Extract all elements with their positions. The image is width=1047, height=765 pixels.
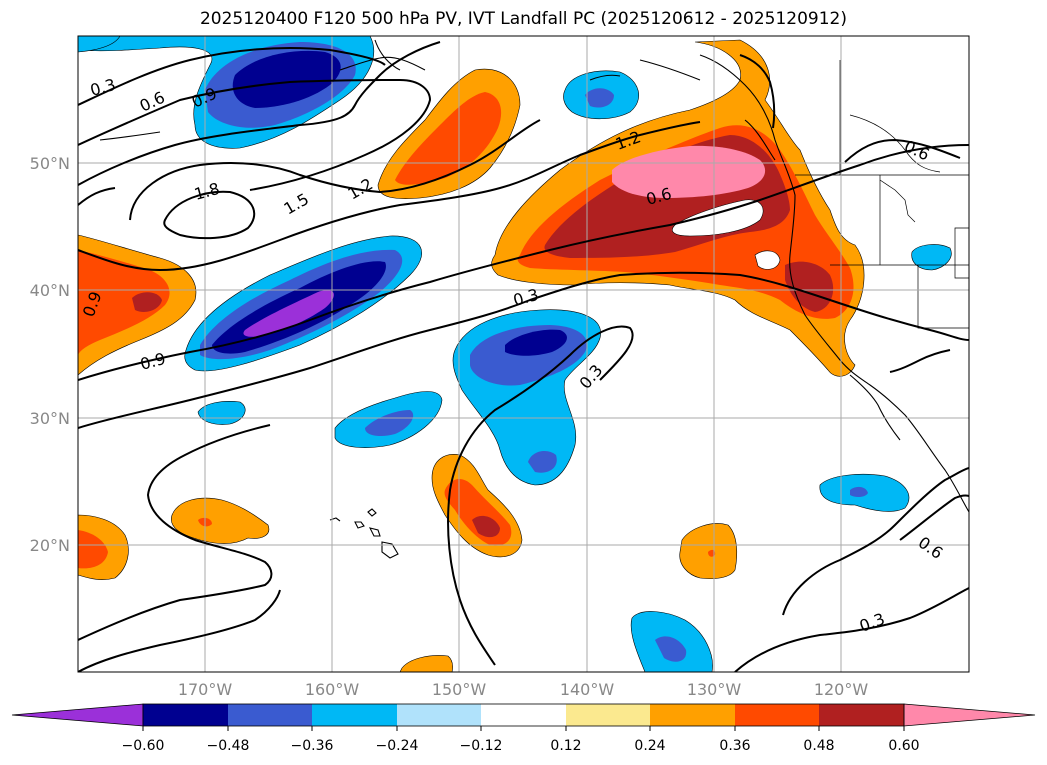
- lon-label: 120°W: [814, 680, 869, 699]
- lon-label: 140°W: [560, 680, 615, 699]
- colorbar-segment: [481, 704, 566, 726]
- lat-label: 40°N: [30, 281, 70, 300]
- positive-anomaly-areas: [78, 39, 865, 672]
- colorbar-segment: [397, 704, 481, 726]
- colorbar-segment: [735, 704, 819, 726]
- map-panel: 0.3 0.6 0.9 1.8 1.5 1.2 0.9 1.2 0.6 0.3 …: [78, 36, 969, 672]
- map-title: 2025120400 F120 500 hPa PV, IVT Landfall…: [199, 9, 847, 29]
- colorbar: [11, 703, 1036, 731]
- colorbar-tick-label: −0.60: [122, 738, 165, 754]
- colorbar-tick-label: −0.12: [460, 738, 503, 754]
- coastlines: [99, 39, 969, 559]
- colorbar-extend-max: [903, 703, 1036, 727]
- lat-label: 50°N: [30, 154, 70, 173]
- latitude-labels: 50°N 40°N 30°N 20°N: [30, 154, 70, 555]
- colorbar-tick-label: −0.24: [376, 738, 419, 754]
- lat-label: 30°N: [30, 409, 70, 428]
- lon-label: 130°W: [687, 680, 742, 699]
- lon-label: 150°W: [432, 680, 487, 699]
- lon-label: 160°W: [305, 680, 360, 699]
- ivt-contours: [78, 41, 969, 672]
- colorbar-tick-label: 0.12: [550, 738, 581, 754]
- colorbar-extend-min: [11, 703, 144, 727]
- colorbar-segment: [143, 704, 228, 726]
- colorbar-tick-labels: −0.60 −0.48 −0.36 −0.24 −0.12 0.12 0.24 …: [122, 738, 920, 754]
- colorbar-frame: [142, 703, 905, 727]
- colorbar-tick-label: 0.36: [719, 738, 750, 754]
- colorbar-segment: [650, 704, 735, 726]
- colorbar-tick-label: −0.36: [291, 738, 334, 754]
- borders: [795, 60, 969, 329]
- colorbar-segment: [566, 704, 650, 726]
- colorbar-tick-label: 0.24: [634, 738, 665, 754]
- colorbar-tick-label: 0.48: [803, 738, 834, 754]
- map-frame: [77, 35, 970, 673]
- colorbar-tick-label: −0.48: [207, 738, 250, 754]
- colorbar-segment: [228, 704, 312, 726]
- colorbar-tick-label: 0.60: [888, 738, 919, 754]
- negative-anomaly-areas: [78, 36, 952, 672]
- colorbar-segment: [819, 704, 904, 726]
- colorbar-segment: [312, 704, 397, 726]
- longitude-labels: 170°W 160°W 150°W 140°W 130°W 120°W: [178, 680, 869, 699]
- lat-label: 20°N: [30, 536, 70, 555]
- lon-label: 170°W: [178, 680, 233, 699]
